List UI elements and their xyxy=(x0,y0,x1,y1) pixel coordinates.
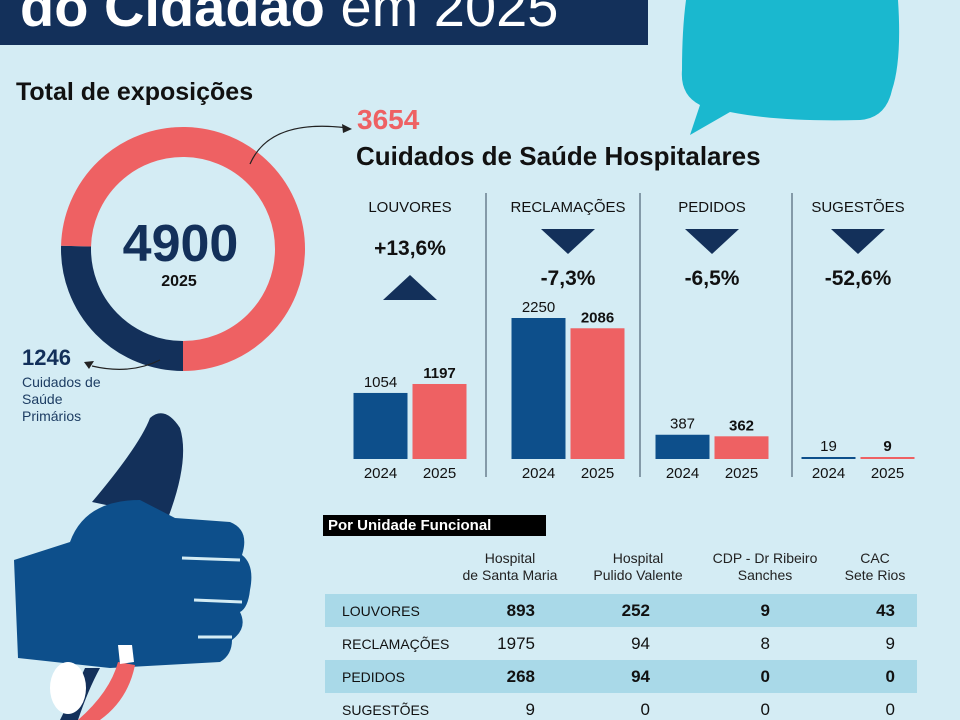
column-header-line2: de Santa Maria xyxy=(462,567,558,583)
bar-value-label: 9 xyxy=(883,438,891,455)
column-header: Hospital Pulido Valente xyxy=(583,550,693,584)
column-header-line1: Hospital xyxy=(484,550,536,566)
table-cell: 9 xyxy=(525,700,535,719)
bar-2024 xyxy=(353,392,408,459)
year-tick-label: 2024 xyxy=(364,465,397,482)
page-title: do Cidadão em 2025 xyxy=(20,0,558,39)
table-cell: 0 xyxy=(640,700,650,719)
year-tick-label: 2024 xyxy=(522,465,555,482)
bar-value-label: 19 xyxy=(820,438,837,455)
table-cell: 268 xyxy=(506,667,535,686)
change-label: -52,6% xyxy=(825,267,892,290)
bar-2024 xyxy=(655,434,710,459)
down-triangle-icon xyxy=(685,229,739,254)
bar-value-label: 362 xyxy=(729,417,754,434)
table-cell: 94 xyxy=(631,667,650,686)
year-tick-label: 2024 xyxy=(666,465,699,482)
change-label: -6,5% xyxy=(685,267,740,290)
title-bold: do Cidadão xyxy=(20,0,325,38)
donut-slice xyxy=(61,127,305,371)
category-label: LOUVORES xyxy=(368,199,451,216)
table-cell: 893 xyxy=(506,601,535,620)
hospital-care-value: 3654 xyxy=(357,104,420,135)
bar-2025 xyxy=(412,383,467,459)
bar-value-label: 2086 xyxy=(581,309,614,326)
column-header-line1: CAC xyxy=(860,550,890,566)
bar-2024 xyxy=(511,318,566,459)
column-header: CDP - Dr Ribeiro Sanches xyxy=(705,550,825,584)
speech-bubble-icon xyxy=(681,0,900,135)
hospital-care-title: Cuidados de Saúde Hospitalares xyxy=(356,141,761,171)
bar-2025 xyxy=(714,436,769,459)
year-tick-label: 2025 xyxy=(581,465,614,482)
change-label: +13,6% xyxy=(374,237,446,260)
primary-care-value: 1246 xyxy=(22,345,71,370)
bar-2024 xyxy=(801,457,856,459)
table-cell: 0 xyxy=(760,667,770,686)
table-cell: 0 xyxy=(760,700,770,719)
functional-unit-table: Hospital de Santa Maria Hospital Pulido Va… xyxy=(325,548,917,720)
table-cell: 9 xyxy=(885,634,895,653)
column-header: Hospital de Santa Maria xyxy=(455,550,565,584)
bar-value-label: 1197 xyxy=(423,365,456,382)
table-cell: 94 xyxy=(631,634,650,653)
table-header: Hospital de Santa Maria Hospital Pulido Va… xyxy=(325,548,917,594)
primary-care-label: Cuidados de Saúde Primários xyxy=(22,374,101,424)
table-cell: 9 xyxy=(760,601,770,620)
table-cell: 252 xyxy=(621,601,650,620)
down-triangle-icon xyxy=(831,229,885,254)
up-triangle-icon xyxy=(383,275,437,300)
table-row: SUGESTÕES 9 0 0 0 xyxy=(325,693,917,720)
arrow-head-hospital-icon xyxy=(342,124,352,133)
table-cell: 8 xyxy=(760,634,770,653)
bar-value-label: 2250 xyxy=(522,299,555,316)
year-tick-label: 2025 xyxy=(871,465,904,482)
thumbs-up-illustration-icon xyxy=(14,413,252,720)
bar-value-label: 387 xyxy=(670,416,695,433)
bar-2025 xyxy=(860,457,915,459)
table-cell: 0 xyxy=(885,700,895,719)
donut-center-value: 4900 xyxy=(122,215,239,273)
table-badge: Por Unidade Funcional xyxy=(323,515,547,536)
column-header-line2: Pulido Valente xyxy=(593,567,683,583)
row-label: SUGESTÕES xyxy=(342,702,430,718)
column-header-line2: Sanches xyxy=(737,567,793,583)
total-label: Total de exposições xyxy=(16,78,254,106)
year-tick-label: 2025 xyxy=(423,465,456,482)
column-header-line1: CDP - Dr Ribeiro xyxy=(712,550,818,566)
category-label: RECLAMAÇÕES xyxy=(510,199,625,216)
donut-center-year: 2025 xyxy=(161,273,197,290)
table-row: LOUVORES 893 252 9 43 xyxy=(325,594,917,627)
bar-value-label: 1054 xyxy=(364,374,397,391)
year-tick-label: 2024 xyxy=(812,465,845,482)
row-label: PEDIDOS xyxy=(342,669,406,685)
category-label: SUGESTÕES xyxy=(811,199,904,216)
column-header: CAC Sete Rios xyxy=(825,550,925,584)
table-row: PEDIDOS 268 94 0 0 xyxy=(325,660,917,693)
change-label: -7,3% xyxy=(541,267,596,290)
bar-2025 xyxy=(570,328,625,459)
down-triangle-icon xyxy=(541,229,595,254)
table-cell: 43 xyxy=(876,601,895,620)
title-banner: do Cidadão em 2025 xyxy=(0,0,648,45)
table-cell: 1975 xyxy=(497,634,535,653)
category-label: PEDIDOS xyxy=(678,199,746,216)
title-light: em 2025 xyxy=(340,0,559,38)
row-label: LOUVORES xyxy=(342,603,420,619)
table-cell: 0 xyxy=(885,667,895,686)
bar-chart: LOUVORES +13,6% 1054 2024 1197 2025 RECLAMAÇÕE… xyxy=(353,193,915,482)
row-label: RECLAMAÇÕES xyxy=(342,636,450,652)
table-row: RECLAMAÇÕES 1975 94 8 9 xyxy=(325,627,917,660)
year-tick-label: 2025 xyxy=(725,465,758,482)
donut-chart xyxy=(61,127,305,371)
column-header-line1: Hospital xyxy=(612,550,664,566)
column-header-line2: Sete Rios xyxy=(844,567,906,583)
donut-slice xyxy=(61,245,184,371)
